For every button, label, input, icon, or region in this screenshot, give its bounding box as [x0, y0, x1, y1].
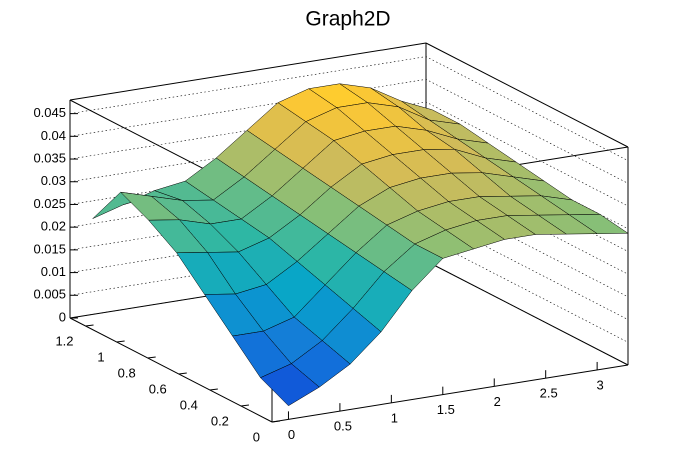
- y-tick: [116, 340, 125, 343]
- x-tick-label: 2: [494, 394, 501, 409]
- z-tick-label: 0.025: [33, 196, 66, 211]
- y-tick: [240, 404, 249, 407]
- y-tick-label: 1: [97, 349, 104, 364]
- y-tick-label: 0.4: [180, 397, 198, 412]
- z-tick-label: 0.035: [33, 150, 66, 165]
- x-tick-label: 0: [288, 427, 295, 442]
- box-edge: [69, 317, 273, 423]
- y-tick: [85, 324, 94, 327]
- y-tick: [178, 372, 187, 375]
- z-tick-label: 0: [59, 309, 66, 324]
- y-tick-label: 0.8: [118, 365, 136, 380]
- box-edge: [271, 364, 629, 423]
- z-tick-label: 0.005: [33, 287, 66, 302]
- x-tick-label: 2.5: [540, 386, 558, 401]
- z-tick-label: 0.03: [41, 173, 66, 188]
- surface-cell: [260, 363, 320, 407]
- y-tick: [271, 420, 281, 423]
- box-edge: [425, 260, 629, 366]
- y-tick-label: 0: [253, 429, 260, 444]
- z-tick-label: 0.045: [33, 105, 66, 120]
- box-edge: [425, 42, 629, 148]
- y-tick-label: 0.6: [149, 381, 167, 396]
- x-tick-label: 1: [391, 410, 398, 425]
- grid-line: [69, 56, 629, 161]
- y-tick: [147, 356, 156, 359]
- y-tick: [209, 388, 218, 391]
- z-tick-label: 0.04: [41, 128, 66, 143]
- y-tick-label: 0.2: [211, 413, 229, 428]
- grid-line: [69, 79, 629, 184]
- z-tick-label: 0.02: [41, 219, 66, 234]
- x-tick-label: 3: [597, 377, 604, 392]
- grid-line: [69, 101, 629, 207]
- z-tick-label: 0.015: [33, 241, 66, 256]
- box-edge: [69, 42, 427, 101]
- z-tick-label: 0.01: [41, 264, 66, 279]
- x-tick-label: 1.5: [437, 402, 455, 417]
- x-tick-label: 0.5: [334, 419, 352, 434]
- chart-title: Graph2D: [305, 8, 390, 31]
- y-tick-label: 1.2: [55, 333, 73, 348]
